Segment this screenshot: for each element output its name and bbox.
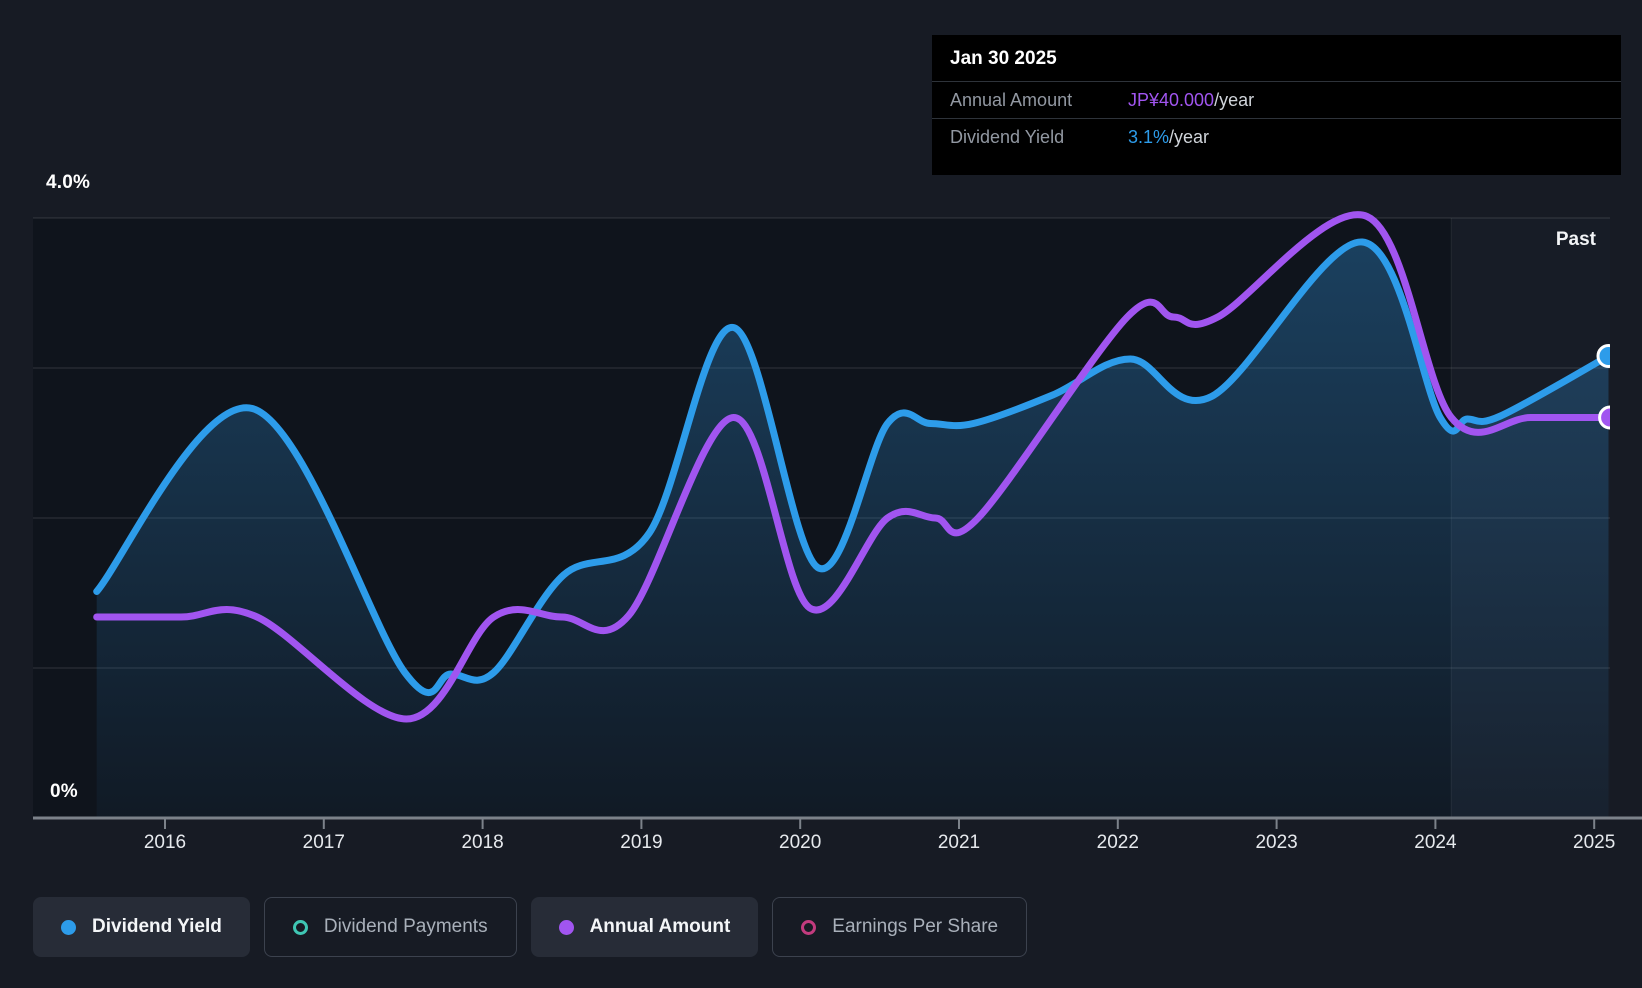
earnings-per-share-ring-icon [801, 919, 817, 935]
legend-button-annual-amount[interactable]: Annual Amount [530, 897, 759, 957]
tooltip-value: 3.1% [1128, 126, 1170, 147]
dividend-yield-line [93, 238, 1612, 696]
annual-amount-line [93, 211, 1614, 723]
tooltip-date: Jan 30 2025 [950, 48, 1057, 69]
dividend-yield-dot-icon [61, 919, 76, 935]
x-tick-label: 2017 [302, 832, 345, 853]
tooltip-value: JP¥40.000 [1128, 89, 1215, 110]
x-tick-label: 2025 [1573, 832, 1616, 853]
legend-button-dividend-payments[interactable]: Dividend Payments [263, 897, 517, 957]
past-label: Past [1555, 229, 1596, 250]
hover-tooltip: Jan 30 2025 Annual Amount JP¥40.000/year… [932, 35, 1621, 175]
legend-button-dividend-yield[interactable]: Dividend Yield [33, 897, 250, 957]
x-tick-label: 2019 [620, 832, 663, 853]
legend-label: Earnings Per Share [832, 916, 999, 937]
x-tick-label: 2021 [937, 832, 981, 853]
x-tick-label: 2022 [1096, 832, 1139, 853]
x-tick-label: 2020 [779, 832, 822, 853]
tooltip-row-dividend-yield: Dividend Yield 3.1%/year [932, 118, 1621, 155]
dividend-payments-ring-icon [292, 919, 308, 935]
chart-legend: Dividend Yield Dividend Payments Annual … [33, 897, 1028, 957]
legend-label: Annual Amount [589, 916, 731, 937]
tooltip-label: Annual Amount [950, 89, 1073, 110]
x-tick-label: 2024 [1414, 832, 1457, 853]
tooltip-label: Dividend Yield [950, 126, 1065, 147]
y-axis-top-label: 4.0% [46, 172, 91, 193]
tooltip-row-annual-amount: Annual Amount JP¥40.000/year [932, 81, 1621, 118]
tooltip-suffix: /year [1214, 89, 1255, 110]
legend-label: Dividend Payments [323, 916, 488, 937]
annual-amount-dot-icon [558, 919, 574, 935]
x-tick-label: 2023 [1255, 832, 1298, 853]
y-axis-bottom-label: 0% [50, 781, 78, 802]
legend-button-earnings-per-share[interactable]: Earnings Per Share [772, 897, 1028, 957]
x-tick-label: 2018 [461, 832, 504, 853]
x-axis-ticks [164, 818, 1596, 829]
legend-label: Dividend Yield [92, 916, 222, 937]
tooltip-suffix: /year [1169, 126, 1210, 147]
x-tick-label: 2016 [143, 832, 187, 853]
tooltip-bottom-padding [932, 155, 1621, 175]
